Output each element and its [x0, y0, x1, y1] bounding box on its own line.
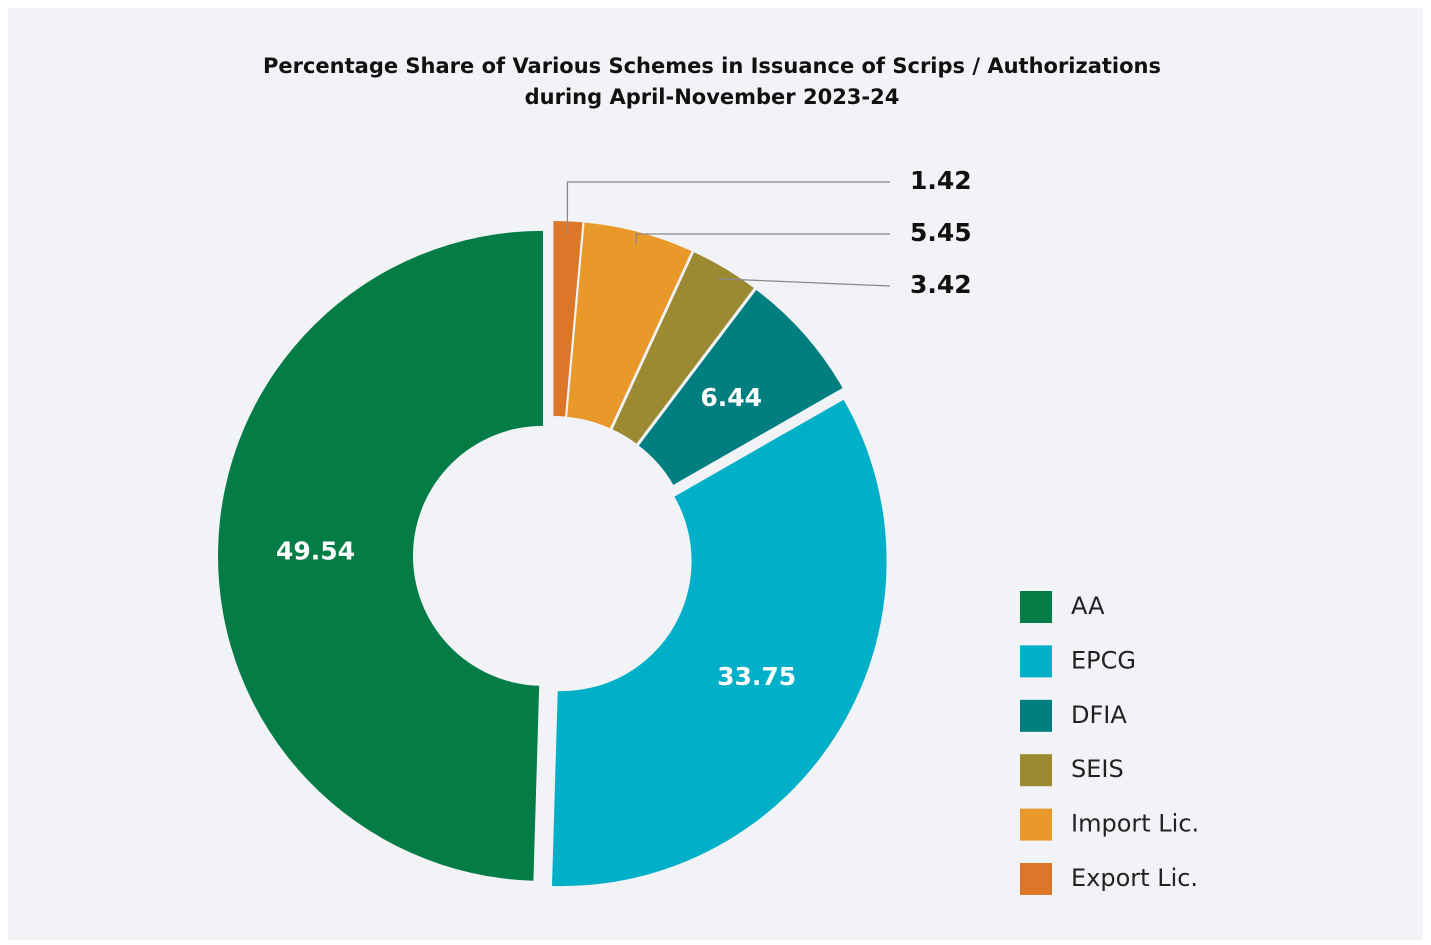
legend-swatch — [1020, 591, 1052, 623]
donut-slice — [612, 252, 754, 444]
data-label: 49.54 — [276, 536, 355, 565]
data-label: 33.75 — [717, 662, 796, 691]
leader-line — [718, 278, 891, 287]
legend-swatch — [1020, 645, 1052, 678]
donut-slice — [553, 221, 583, 417]
leader-line — [635, 233, 890, 244]
donut-slice — [567, 222, 692, 429]
data-label: 5.45 — [910, 218, 972, 247]
donut-slice — [638, 289, 843, 485]
legend-label: Import Lic. — [1071, 810, 1199, 838]
legend-swatch — [1020, 863, 1052, 895]
data-label: 6.44 — [700, 383, 762, 412]
data-label: 1.42 — [910, 166, 972, 195]
legend-label: SEIS — [1071, 755, 1124, 783]
legend-swatch — [1020, 754, 1052, 787]
donut-slice — [218, 230, 544, 881]
legend-swatch — [1020, 808, 1052, 841]
chart-title: Percentage Share of Various Schemes in I… — [263, 54, 1161, 78]
legend-label: AA — [1071, 592, 1105, 620]
donut-slice — [551, 399, 887, 887]
data-label: 3.42 — [910, 270, 972, 299]
legend-label: DFIA — [1071, 701, 1127, 729]
legend-swatch — [1020, 699, 1052, 732]
legend-label: Export Lic. — [1071, 864, 1198, 892]
leader-line — [566, 181, 890, 234]
legend-label: EPCG — [1071, 646, 1136, 674]
chart-subtitle: during April-November 2023-24 — [525, 85, 900, 109]
